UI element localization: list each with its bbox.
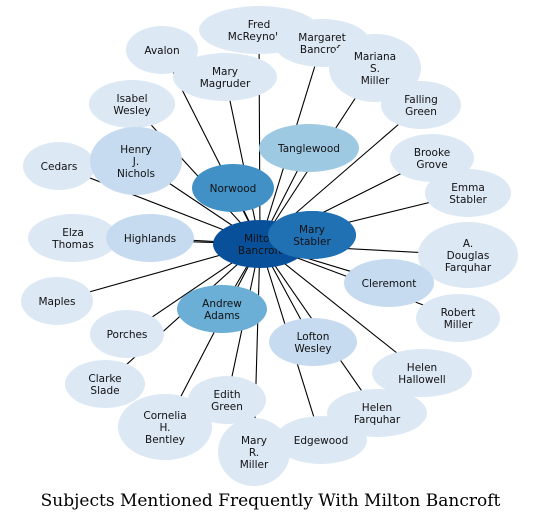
lofton-label: Lofton Wesley xyxy=(294,331,331,355)
mariana-ellipse xyxy=(329,34,421,102)
avalon-label: Avalon xyxy=(144,45,179,57)
node-norwood: Norwood xyxy=(192,164,274,212)
node-tanglewood: Tanglewood xyxy=(259,124,359,172)
edge-mary-magruder xyxy=(224,76,261,245)
highlands-ellipse xyxy=(106,214,194,262)
edge-isabel xyxy=(131,103,261,245)
node-mary-magruder: Mary Magruder xyxy=(173,53,277,101)
node-falling-green: Falling Green xyxy=(381,81,461,129)
node-porches: Porches xyxy=(90,310,164,358)
node-helen-hallowell: Helen Hallowell xyxy=(372,349,472,397)
clarke-label: Clarke Slade xyxy=(88,373,121,397)
cornelia-label: Cornelia H. Bentley xyxy=(143,410,186,446)
cedars-ellipse xyxy=(23,142,95,190)
cleremont-label: Cleremont xyxy=(362,278,417,290)
tanglewood-label: Tanglewood xyxy=(277,143,340,155)
helen-hallowell-ellipse xyxy=(372,349,472,397)
robert-label: Robert Miller xyxy=(441,307,476,331)
node-cornelia: Cornelia H. Bentley xyxy=(118,394,212,460)
node-cleremont: Cleremont xyxy=(344,259,434,307)
cedars-label: Cedars xyxy=(41,161,78,173)
falling-green-label: Falling Green xyxy=(404,94,438,118)
highlands-label: Highlands xyxy=(124,233,176,245)
emma-ellipse xyxy=(425,169,511,217)
node-maples: Maples xyxy=(21,277,93,325)
margaret-label: Margaret Bancroft xyxy=(298,32,345,56)
lofton-ellipse xyxy=(269,318,357,366)
edith-ellipse xyxy=(188,376,266,424)
mary-magruder-ellipse xyxy=(173,53,277,101)
node-lofton: Lofton Wesley xyxy=(269,318,357,366)
isabel-ellipse xyxy=(89,80,175,128)
norwood-ellipse xyxy=(192,164,274,212)
mariana-label: Mariana S. Miller xyxy=(354,51,396,87)
center-label: Milton Bancroft xyxy=(238,233,282,257)
edith-label: Edith Green xyxy=(211,389,243,413)
maples-label: Maples xyxy=(38,296,75,308)
clarke-ellipse xyxy=(65,360,145,408)
node-clarke: Clarke Slade xyxy=(65,360,145,408)
helen-hallowell-label: Helen Hallowell xyxy=(398,362,445,386)
edgewood-ellipse xyxy=(275,416,367,464)
node-edith: Edith Green xyxy=(188,376,266,424)
andrew-label: Andrew Adams xyxy=(202,298,242,322)
elza-label: Elza Thomas xyxy=(51,227,94,251)
mary-magruder-label: Mary Magruder xyxy=(200,66,251,90)
cleremont-ellipse xyxy=(344,259,434,307)
node-highlands: Highlands xyxy=(106,214,194,262)
andrew-ellipse xyxy=(177,285,267,333)
edge-mary-miller xyxy=(253,243,261,453)
node-elza: Elza Thomas xyxy=(28,214,118,262)
porches-ellipse xyxy=(90,310,164,358)
porches-label: Porches xyxy=(107,329,148,341)
node-edgewood: Edgewood xyxy=(275,416,367,464)
node-avalon: Avalon xyxy=(126,26,198,74)
henry-label: Henry J. Nichols xyxy=(117,144,155,180)
tanglewood-ellipse xyxy=(259,124,359,172)
node-cedars: Cedars xyxy=(23,142,95,190)
a-douglas-ellipse xyxy=(418,222,518,288)
henry-ellipse xyxy=(90,127,182,195)
node-mary-miller: Mary R. Miller xyxy=(218,418,290,486)
mary-stabler-ellipse xyxy=(268,211,356,259)
node-mariana: Mariana S. Miller xyxy=(329,34,421,102)
node-andrew: Andrew Adams xyxy=(177,285,267,333)
mary-miller-label: Mary R. Miller xyxy=(240,435,269,471)
mary-miller-ellipse xyxy=(218,418,290,486)
falling-green-ellipse xyxy=(381,81,461,129)
node-robert: Robert Miller xyxy=(416,294,500,342)
emma-label: Emma Stabler xyxy=(449,182,487,206)
edgewood-label: Edgewood xyxy=(294,435,349,447)
norwood-label: Norwood xyxy=(210,183,257,195)
cornelia-ellipse xyxy=(118,394,212,460)
edge-helen-hallowell xyxy=(259,243,423,374)
a-douglas-label: A. Douglas Farquhar xyxy=(445,238,492,274)
node-a-douglas: A. Douglas Farquhar xyxy=(418,222,518,288)
elza-ellipse xyxy=(28,214,118,262)
brooke-label: Brooke Grove xyxy=(414,147,450,171)
node-isabel: Isabel Wesley xyxy=(89,80,175,128)
avalon-ellipse xyxy=(126,26,198,74)
node-brooke: Brooke Grove xyxy=(390,134,474,182)
maples-ellipse xyxy=(21,277,93,325)
node-henry: Henry J. Nichols xyxy=(90,127,182,195)
figure-caption: Subjects Mentioned Frequently With Milto… xyxy=(40,491,501,511)
isabel-label: Isabel Wesley xyxy=(113,93,150,117)
robert-ellipse xyxy=(416,294,500,342)
brooke-ellipse xyxy=(390,134,474,182)
node-emma: Emma Stabler xyxy=(425,169,511,217)
helen-farquhar-label: Helen Farquhar xyxy=(354,402,401,426)
